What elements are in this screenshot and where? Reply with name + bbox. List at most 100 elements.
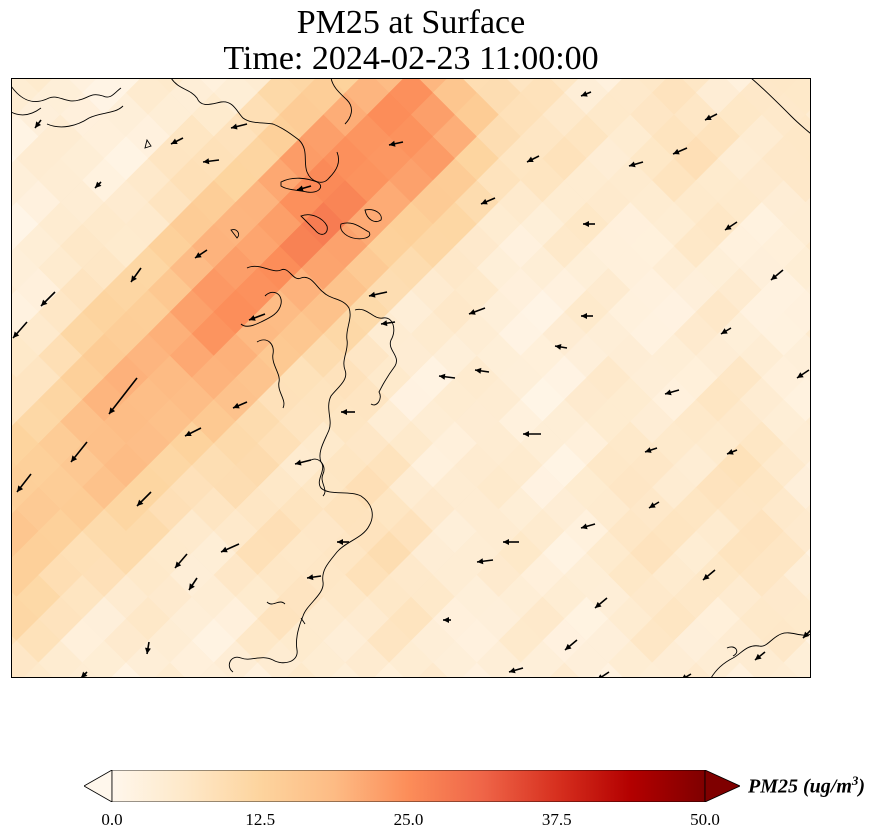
wind-arrow: [145, 641, 151, 655]
map-title: PM25 at Surface: [296, 4, 526, 41]
wind-arrow: [796, 369, 810, 379]
wind-arrow-head: [503, 539, 509, 545]
pm25-cell: [11, 372, 17, 384]
pm25-cell: [805, 372, 811, 384]
wind-arrow: [704, 113, 718, 121]
wind-arrow: [188, 577, 198, 591]
colorbar-label-text: PM25 (ug/m: [748, 775, 852, 798]
wind-arrow: [508, 667, 524, 674]
wind-arrow-head: [527, 156, 534, 162]
wind-arrow-shaft: [598, 671, 610, 678]
wind-arrow-head: [13, 331, 20, 338]
pm25-cell: [11, 415, 17, 428]
pm25-cell: [81, 640, 127, 678]
wind-vectors: [12, 91, 811, 678]
wind-arrow: [580, 91, 592, 97]
coastline-estuary-islands: [230, 177, 382, 240]
wind-arrow: [474, 367, 490, 374]
wind-arrow-head: [249, 315, 256, 321]
wind-arrow-head: [389, 140, 396, 147]
wind-arrow: [368, 291, 388, 298]
wind-arrow: [438, 373, 456, 380]
wind-arrow: [724, 221, 738, 231]
wind-arrow-head: [703, 573, 710, 580]
wind-arrow: [702, 569, 716, 581]
colorbar-tick-label: 25.0: [393, 810, 424, 829]
wind-arrow-head: [131, 275, 137, 282]
wind-arrow-head: [727, 449, 734, 455]
wind-arrow-head: [171, 138, 178, 144]
pm25-cell: [11, 640, 39, 678]
pm25-map: [11, 78, 811, 678]
pm25-cell: [563, 640, 609, 678]
wind-arrow-head: [595, 601, 602, 608]
coastline: [11, 78, 811, 678]
pm25-cell: [11, 503, 17, 516]
coastline-main-channel: [228, 265, 373, 673]
wind-arrow: [564, 639, 578, 651]
wind-arrow: [480, 197, 496, 205]
wind-arrow: [581, 313, 593, 319]
coastline-east-shore: [240, 291, 397, 625]
wind-arrow: [503, 539, 519, 545]
wind-arrow-head: [565, 643, 572, 650]
wind-arrow-head: [581, 523, 588, 530]
colorbar-label-close: ): [858, 775, 866, 798]
wind-arrow: [583, 221, 595, 227]
pm25-cell: [11, 547, 17, 560]
colorbar-tick-label: 50.0: [690, 810, 720, 829]
pm25-cell: [257, 640, 302, 678]
colorbar-under-triangle: [84, 770, 113, 802]
pm25-cell: [805, 152, 811, 165]
wind-arrow: [16, 473, 32, 493]
wind-arrow: [40, 291, 56, 307]
wind-arrow-head: [381, 320, 388, 327]
pm25-cell: [805, 591, 811, 604]
wind-arrow-head: [221, 546, 228, 553]
wind-arrow-head: [185, 430, 192, 436]
wind-arrow: [248, 313, 266, 321]
wind-arrow: [526, 155, 540, 163]
pm25-cell: [11, 459, 17, 472]
pm25-cell: [805, 109, 811, 121]
pm25-cell: [11, 152, 17, 165]
pm25-cell: [805, 196, 811, 209]
wind-arrow: [296, 185, 312, 192]
wind-arrow: [170, 137, 184, 145]
pm25-cell: [11, 240, 17, 253]
pm25-cell: [695, 640, 741, 678]
wind-arrow-head: [725, 224, 732, 230]
wind-arrow: [230, 123, 248, 130]
wind-arrow: [220, 543, 240, 553]
colorbar-tick-label: 12.5: [245, 810, 276, 829]
wind-arrow-head: [95, 181, 102, 188]
wind-arrow-head: [721, 328, 728, 334]
pm25-cell: [11, 591, 17, 604]
wind-arrow-head: [555, 344, 562, 350]
wind-arrow: [194, 249, 208, 259]
colorbar-label: PM25 (ug/m3): [748, 773, 865, 799]
map-time-subtitle: Time: 2024-02-23 11:00:00: [223, 40, 599, 77]
wind-arrow-head: [443, 617, 449, 623]
wind-arrow: [130, 267, 142, 283]
wind-arrow-head: [337, 539, 343, 545]
pm25-cell: [739, 640, 785, 678]
pm25-colorbar: [84, 770, 740, 802]
pm25-cell: [651, 640, 697, 678]
wind-arrow: [12, 321, 28, 339]
wind-arrow-head: [803, 631, 810, 638]
pm25-cell: [805, 503, 811, 516]
wind-arrow: [628, 161, 644, 168]
wind-arrow-head: [477, 558, 484, 565]
wind-arrow-head: [109, 407, 116, 414]
wind-arrow: [648, 501, 660, 509]
wind-arrow: [594, 597, 608, 609]
pm25-cell: [805, 284, 811, 297]
wind-arrow-shaft: [108, 377, 138, 415]
colorbar-gradient: [111, 770, 706, 802]
wind-arrow-head: [705, 114, 712, 120]
wind-arrow: [380, 320, 396, 327]
wind-arrow: [754, 651, 766, 661]
wind-arrow-head: [481, 198, 488, 205]
wind-arrow-head: [673, 148, 680, 155]
